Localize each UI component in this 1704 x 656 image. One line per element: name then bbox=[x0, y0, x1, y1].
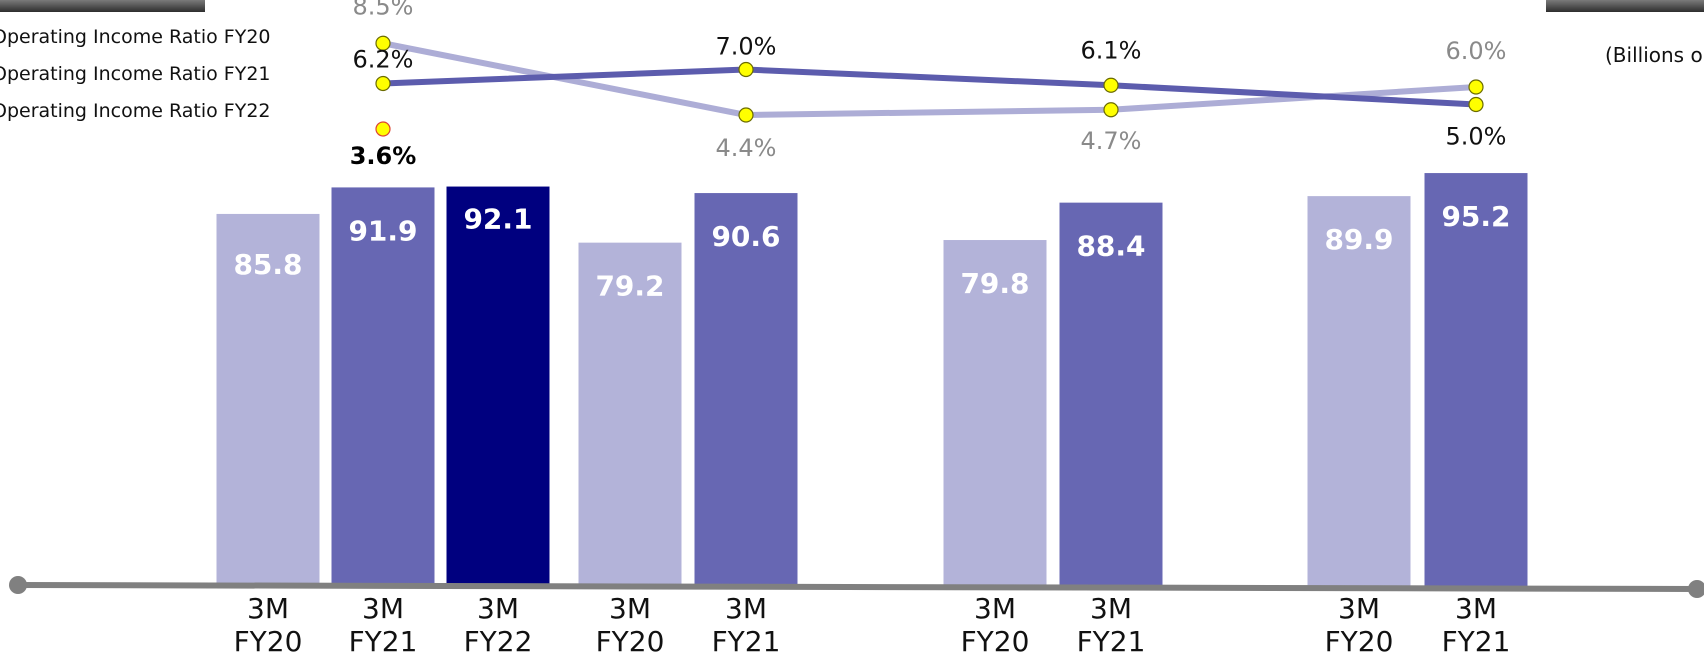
bar-value-label: 88.4 bbox=[1076, 230, 1145, 263]
ratio-label-fy20: 4.7% bbox=[1081, 127, 1142, 155]
category-label-year: FY20 bbox=[1325, 625, 1394, 656]
category-label-year: FY22 bbox=[464, 625, 533, 656]
ratio-label-fy22: 3.6% bbox=[350, 142, 417, 170]
category-label-period: 3M bbox=[1090, 592, 1132, 625]
ratio-line-fy21 bbox=[382, 66, 1477, 108]
bar-fy21 bbox=[1424, 173, 1528, 587]
bar-fy22 bbox=[446, 186, 550, 587]
ratio-marker-fy21 bbox=[1468, 96, 1484, 113]
ratio-label-fy21: 7.0% bbox=[716, 33, 777, 61]
ratio-label-fy20: 8.5% bbox=[353, 0, 414, 20]
bar-fy21 bbox=[1059, 202, 1163, 588]
bar-fy20 bbox=[1307, 196, 1411, 587]
legend-item-fy20: Operating Income Ratio FY20 bbox=[0, 26, 271, 48]
bar-value-label: 79.2 bbox=[595, 270, 664, 303]
category-label-year: FY21 bbox=[1077, 625, 1146, 656]
category-label-period: 3M bbox=[1338, 592, 1380, 625]
bar-fy21 bbox=[331, 187, 435, 587]
ratio-label-fy21: 5.0% bbox=[1446, 123, 1507, 151]
legend: Operating Income Ratio FY20 Operating In… bbox=[0, 22, 279, 133]
ratio-label-fy21: 6.1% bbox=[1081, 36, 1142, 64]
bar-fy21 bbox=[694, 193, 798, 587]
ratio-marker-fy21 bbox=[738, 61, 754, 78]
category-label-period: 3M bbox=[247, 592, 289, 625]
category-label-year: FY20 bbox=[961, 625, 1030, 656]
category-label-period: 3M bbox=[362, 592, 404, 625]
header-tab-left bbox=[0, 0, 205, 12]
category-label-period: 3M bbox=[477, 592, 519, 625]
category-label-period: 3M bbox=[725, 592, 767, 625]
bar-value-label: 91.9 bbox=[348, 214, 417, 247]
unit-label: (Billions o bbox=[1605, 43, 1703, 67]
bar-value-label: 85.8 bbox=[233, 248, 302, 281]
ratio-label-fy20: 4.4% bbox=[716, 134, 777, 162]
ratio-marker-fy20 bbox=[738, 107, 754, 123]
axis-end-dot bbox=[9, 576, 27, 594]
category-label-period: 3M bbox=[1455, 592, 1497, 625]
legend-item-fy22: Operating Income Ratio FY22 bbox=[0, 100, 271, 122]
bar-value-label: 79.8 bbox=[960, 267, 1029, 300]
header-tab-right bbox=[1546, 0, 1704, 12]
ratio-marker-fy21 bbox=[1103, 77, 1119, 93]
ratio-marker-fy22 bbox=[375, 121, 391, 137]
bar-value-label: 95.2 bbox=[1441, 200, 1510, 233]
category-label-year: FY21 bbox=[349, 625, 418, 656]
x-axis-line bbox=[17, 582, 1698, 592]
category-label-year: FY21 bbox=[712, 625, 781, 656]
ratio-marker-fy21 bbox=[375, 75, 391, 92]
bar-fy20 bbox=[943, 240, 1047, 587]
category-label-period: 3M bbox=[609, 592, 651, 625]
axis-end-dot bbox=[1688, 580, 1704, 598]
bar-fy20 bbox=[578, 242, 682, 587]
bar-value-label: 89.9 bbox=[1324, 223, 1393, 256]
bar-value-label: 92.1 bbox=[463, 203, 532, 236]
category-label-year: FY20 bbox=[234, 625, 303, 656]
ratio-marker-fy20 bbox=[375, 35, 391, 51]
category-label-year: FY21 bbox=[1442, 625, 1511, 656]
category-label-year: FY20 bbox=[596, 625, 665, 656]
bar-fy20 bbox=[216, 213, 320, 588]
category-label-period: 3M bbox=[974, 592, 1016, 625]
ratio-label-fy20: 6.0% bbox=[1446, 37, 1507, 65]
ratio-marker-fy20 bbox=[1468, 79, 1484, 95]
legend-item-fy21: Operating Income Ratio FY21 bbox=[0, 63, 271, 85]
ratio-marker-fy20 bbox=[1103, 102, 1119, 118]
bar-value-label: 90.6 bbox=[711, 220, 780, 253]
ratio-label-fy21: 6.2% bbox=[353, 46, 414, 74]
